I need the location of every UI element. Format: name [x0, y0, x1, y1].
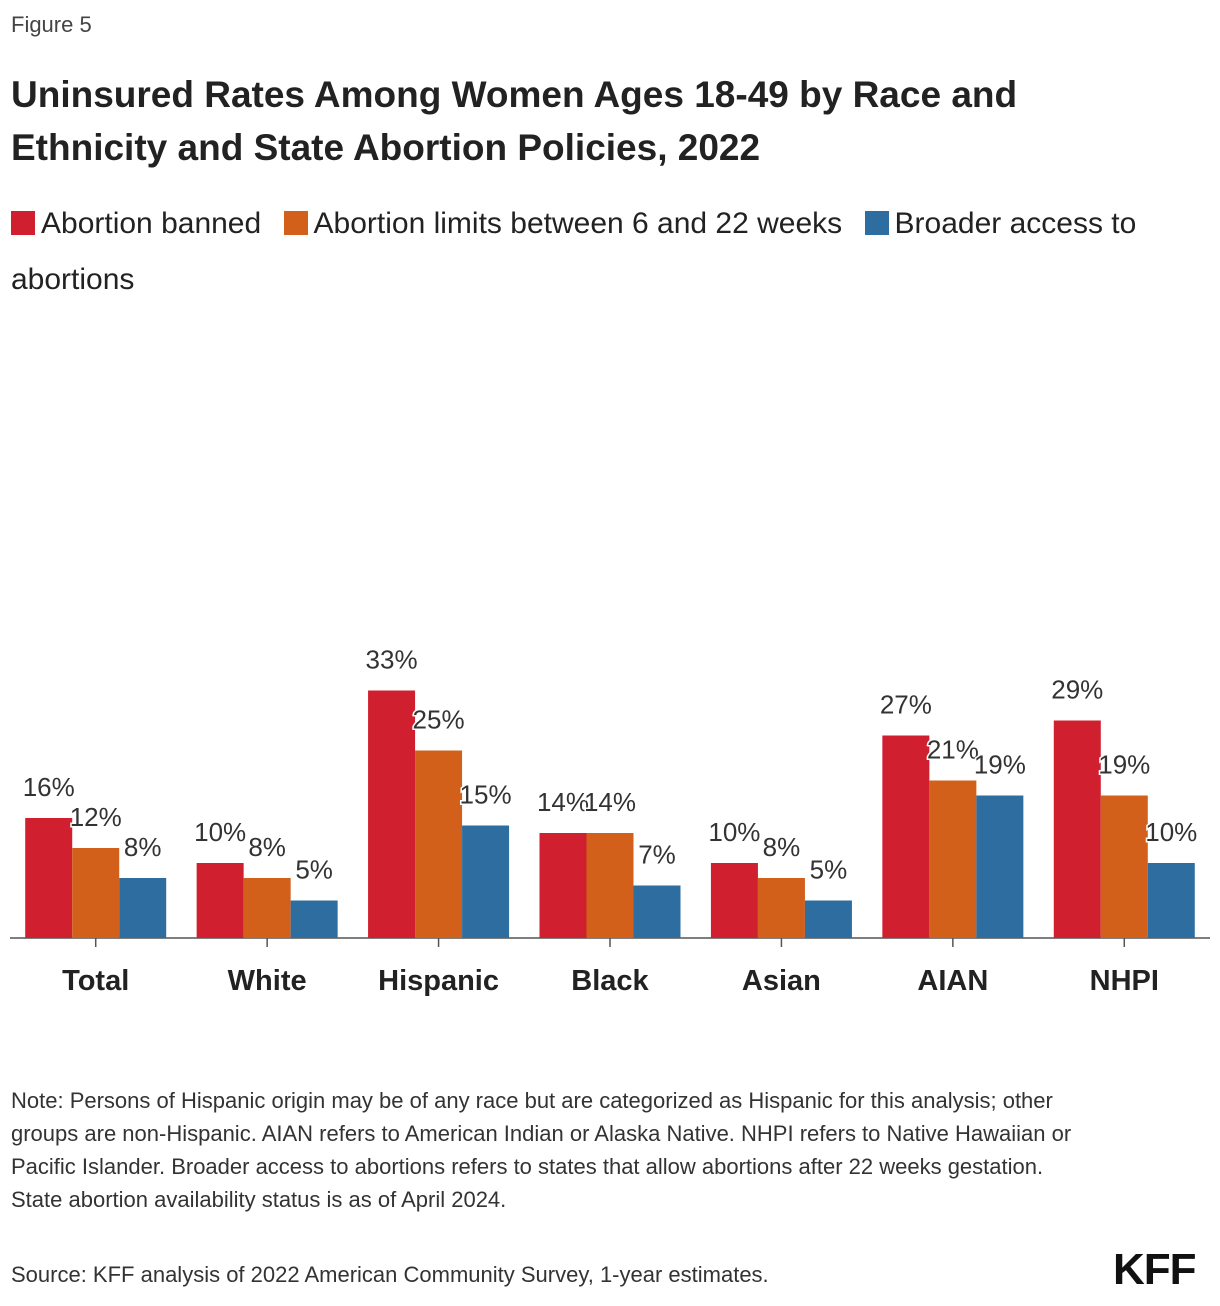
bar — [1053, 720, 1101, 938]
data-label: 29% — [1051, 675, 1103, 705]
bar — [633, 885, 681, 938]
bar — [710, 863, 758, 938]
x-tick-label: Total — [62, 965, 129, 997]
bar — [757, 878, 805, 938]
bar — [586, 833, 634, 938]
bar — [196, 863, 244, 938]
bar — [1100, 795, 1148, 938]
bar — [1147, 863, 1195, 938]
data-label: 15% — [460, 780, 512, 810]
data-label: 7% — [638, 840, 676, 870]
bar — [929, 780, 977, 938]
bar — [243, 878, 291, 938]
chart-title: Uninsured Rates Among Women Ages 18-49 b… — [11, 74, 1018, 168]
data-label: 21% — [927, 735, 979, 765]
data-label: 5% — [295, 855, 333, 885]
data-label: 10% — [194, 817, 246, 847]
legend-swatch — [11, 211, 35, 235]
figure-label: Figure 5 — [11, 12, 92, 37]
x-tick-label: Black — [571, 965, 649, 997]
x-tick-label: White — [228, 965, 307, 997]
legend-entry: Abortion banned — [11, 207, 261, 240]
data-label: 27% — [880, 690, 932, 720]
bar — [72, 848, 120, 938]
bar — [368, 690, 416, 938]
legend-entry: Abortion limits between 6 and 22 weeks — [283, 207, 843, 240]
bar — [25, 818, 73, 938]
data-label: 8% — [124, 832, 162, 862]
data-label: 19% — [1098, 750, 1150, 780]
legend-swatch — [864, 211, 889, 235]
data-label: 14% — [537, 787, 589, 817]
data-label: 16% — [23, 772, 75, 802]
bar — [804, 900, 852, 938]
data-label: 10% — [1145, 817, 1197, 847]
x-tick-label: NHPI — [1090, 965, 1159, 997]
legend-label: Abortion limits between 6 and 22 weeks — [313, 207, 843, 240]
data-label: 12% — [70, 802, 122, 832]
x-tick-label: AIAN — [917, 965, 988, 997]
legend-swatch — [283, 211, 308, 235]
legend-entry: Broader access to abortions — [11, 207, 1136, 296]
data-label: 19% — [974, 750, 1026, 780]
bar — [415, 750, 463, 938]
bar — [290, 900, 338, 938]
legend-label: Abortion banned — [41, 207, 262, 240]
logo: KFF — [1113, 1245, 1197, 1294]
data-label: 5% — [810, 855, 848, 885]
bar — [462, 825, 510, 938]
data-label: 8% — [248, 832, 286, 862]
data-label: 8% — [763, 832, 801, 862]
data-label: 14% — [584, 787, 636, 817]
x-tick-label: Hispanic — [378, 965, 499, 997]
bar — [976, 795, 1024, 938]
legend: Abortion banned Abortion limits between … — [11, 196, 1206, 308]
legend-label: Broader access to abortions — [11, 207, 1137, 296]
data-label: 25% — [413, 705, 465, 735]
bar — [882, 735, 930, 938]
x-tick-label: Asian — [742, 965, 821, 997]
data-label: 33% — [366, 645, 418, 675]
source: Source: KFF analysis of 2022 American Co… — [11, 1262, 769, 1287]
note: Note: Persons of Hispanic origin may be … — [11, 1088, 1072, 1212]
bar — [539, 833, 587, 938]
data-label: 10% — [708, 817, 760, 847]
bar — [119, 878, 167, 938]
